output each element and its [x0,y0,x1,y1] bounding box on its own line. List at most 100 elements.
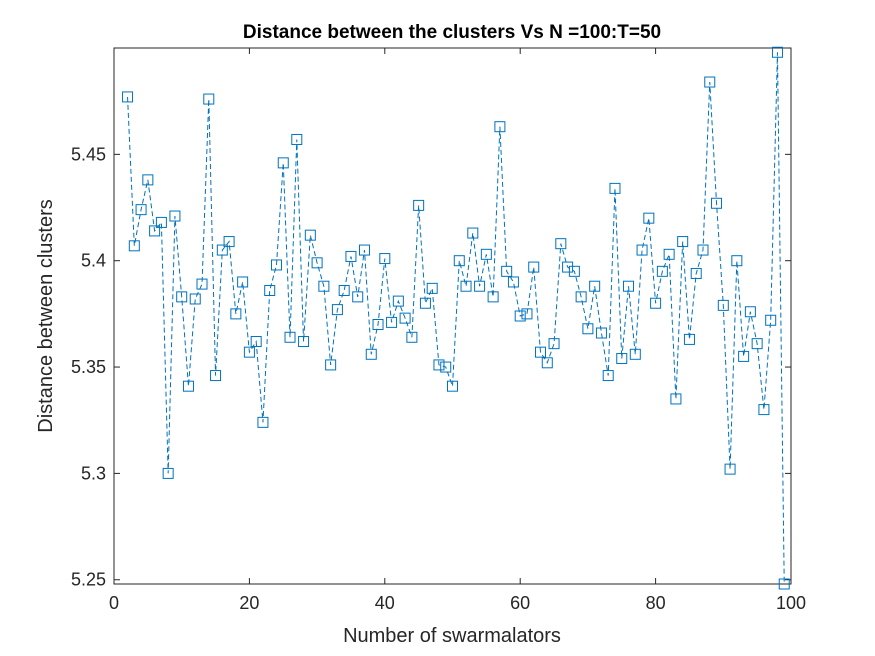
data-point-marker [392,295,404,307]
x-tick-label: 60 [510,593,530,613]
chart-title: Distance between the clusters Vs N =100:… [243,22,661,43]
data-point-marker [623,280,635,292]
data-point-marker [677,236,689,248]
data-point-marker [724,463,736,475]
data-point-marker [738,350,750,362]
data-point-marker [568,265,580,277]
data-point-marker [230,308,242,320]
data-point-marker [142,174,154,186]
series-layer [122,46,790,590]
data-point-marker [548,338,560,350]
plot-area [113,47,792,585]
data-point-marker [413,199,425,211]
data-point-marker [535,346,547,358]
data-point-marker [474,280,486,292]
data-point-marker [210,370,222,382]
data-point-marker [250,336,262,348]
data-point-marker [243,346,255,358]
data-point-marker [555,238,567,250]
data-point-marker [325,359,337,371]
data-point-marker [277,157,289,169]
data-point-marker [480,248,492,260]
data-point-marker [270,259,282,271]
y-tick-label: 5.35 [71,357,106,377]
data-point-marker [643,212,655,224]
data-point-marker [650,297,662,309]
x-tick-label: 20 [239,593,259,613]
data-point-marker [176,291,188,303]
data-point-marker [122,91,134,103]
data-point-marker [162,467,174,479]
data-point-marker [582,323,594,335]
data-point-marker [501,265,513,277]
data-point-marker [372,319,384,331]
x-tick-label: 100 [776,593,806,613]
data-point-marker [358,244,370,256]
data-point-marker [365,348,377,360]
data-point-marker [149,225,161,237]
data-point-marker [189,293,201,305]
data-point-marker [440,361,452,373]
data-point-marker [765,314,777,326]
data-point-marker [453,255,465,267]
data-point-marker [602,370,614,382]
data-point-marker [460,280,472,292]
y-tick-label: 5.25 [71,570,106,590]
data-point-marker [771,46,783,58]
y-tick-label: 5.4 [81,251,106,271]
data-point-marker [352,291,364,303]
data-point-marker [487,291,499,303]
data-point-marker [318,280,330,292]
data-point-marker [386,316,398,328]
data-point-marker [521,308,533,320]
data-point-marker [751,338,763,350]
data-point-marker [704,76,716,88]
x-tick-label: 40 [375,593,395,613]
x-tick-label: 0 [109,593,119,613]
data-point-marker [629,348,641,360]
data-point-marker [216,244,228,256]
data-point-marker [636,244,648,256]
data-point-marker [616,353,628,365]
data-point-marker [196,278,208,290]
data-point-marker [514,310,526,322]
y-tick-label: 5.3 [81,463,106,483]
data-point-marker [379,253,391,265]
data-point-marker [298,336,310,348]
data-point-marker [575,291,587,303]
data-point-marker [155,216,167,228]
y-tick-label: 5.45 [71,144,106,164]
data-point-marker [595,327,607,339]
data-point-marker [656,265,668,277]
data-point-marker [467,227,479,239]
x-axis: 0 20 40 60 80 100 [109,48,806,613]
data-point-marker [406,331,418,343]
data-point-marker [203,93,215,105]
data-point-marker [711,197,723,209]
data-point-marker [223,236,235,248]
data-point-marker [589,280,601,292]
data-point-marker [690,267,702,279]
y-axis-title: Distance between clusters [35,199,57,432]
data-point-marker [264,284,276,296]
data-point-marker [758,404,770,416]
data-point-marker [663,248,675,260]
x-tick-label: 80 [646,593,666,613]
data-point-marker [528,261,540,273]
data-point-marker [284,331,296,343]
data-point-marker [717,299,729,311]
data-point-marker [609,182,621,194]
data-point-marker [399,312,411,324]
data-point-marker [419,297,431,309]
data-point-marker [345,250,357,262]
data-point-marker [182,380,194,392]
data-point-marker [291,133,303,145]
data-point-marker [169,210,181,222]
data-point-marker [447,380,458,392]
data-point-marker [670,393,682,405]
data-point-marker [338,284,350,296]
data-point-marker [426,282,438,294]
x-axis-title: Number of swarmalators [343,625,561,647]
